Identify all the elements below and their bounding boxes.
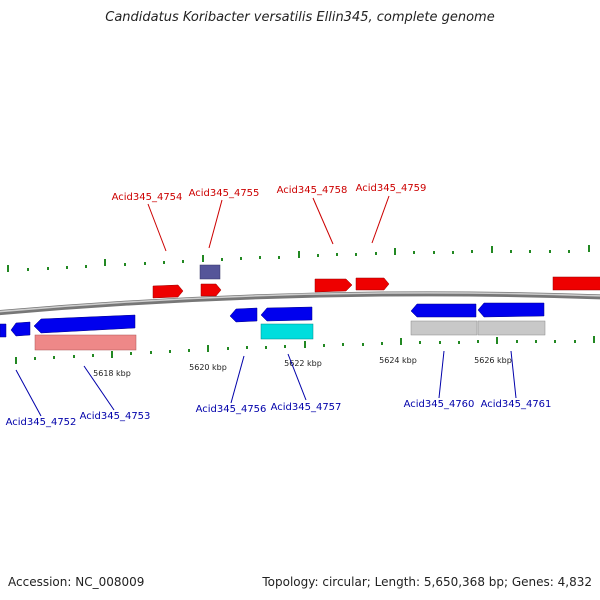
gene-acid345-4754[interactable] — [152, 284, 184, 299]
gene-acid345-4753[interactable] — [33, 314, 136, 334]
axis-tick-label: 5626 kbp — [474, 356, 512, 365]
gene-label-acid345-4752[interactable]: Acid345_4752 — [6, 417, 77, 428]
gene-label-acid345-4753[interactable]: Acid345_4753 — [80, 411, 151, 422]
gene-label-acid345-4759[interactable]: Acid345_4759 — [356, 183, 427, 194]
feature-acid345-4755-purple[interactable] — [199, 264, 221, 280]
gene-label-acid345-4758[interactable]: Acid345_4758 — [277, 185, 348, 196]
genome-backbone — [0, 291, 600, 316]
leader-line-4759 — [371, 195, 390, 244]
leader-line-4758 — [312, 197, 334, 245]
axis-tick-label: 5624 kbp — [379, 356, 417, 365]
gene-left-edge[interactable] — [0, 323, 7, 338]
gene-acid345-4756[interactable] — [229, 307, 258, 323]
gene-label-acid345-4754[interactable]: Acid345_4754 — [112, 192, 183, 203]
accession-text: Accession: NC_008009 — [8, 575, 145, 589]
top-leader-lines — [147, 195, 390, 252]
feature-acid345-4753-pink[interactable] — [34, 334, 137, 351]
gene-acid345-4755[interactable] — [200, 283, 222, 297]
leader-line-4757 — [287, 353, 307, 401]
bottom-leader-lines — [15, 350, 517, 417]
feature-acid345-4761-grey[interactable] — [477, 320, 546, 336]
axis-tick-label: 5620 kbp — [189, 363, 227, 372]
genome-backbone-highlight — [0, 292, 600, 313]
upper-tick-row — [7, 245, 590, 272]
lower-tick-row — [15, 336, 595, 364]
gene-acid345-4757[interactable] — [260, 306, 313, 322]
gene-label-acid345-4757[interactable]: Acid345_4757 — [271, 402, 342, 413]
leader-line-4760 — [438, 350, 445, 399]
gene-acid345-4752[interactable] — [10, 321, 31, 337]
leader-line-4754 — [147, 203, 167, 252]
gene-acid345-4760[interactable] — [410, 303, 477, 318]
feature-acid345-4760-grey[interactable] — [410, 320, 478, 336]
genome-summary-text: Topology: circular; Length: 5,650,368 bp… — [262, 575, 592, 589]
axis-tick-label: 5618 kbp — [93, 369, 131, 378]
feature-acid345-4757-cyan[interactable] — [260, 323, 314, 340]
genome-title: Candidatus Koribacter versatilis Ellin34… — [105, 10, 495, 25]
gene-label-acid345-4755[interactable]: Acid345_4755 — [189, 188, 260, 199]
leader-line-4756 — [230, 355, 245, 404]
leader-line-4761 — [510, 350, 517, 399]
gene-offscreen-right[interactable] — [552, 276, 600, 291]
leader-line-4753 — [83, 365, 115, 411]
gene-label-acid345-4761[interactable]: Acid345_4761 — [481, 399, 552, 410]
leader-line-4755 — [208, 199, 223, 249]
leader-line-4752 — [15, 369, 42, 417]
gene-acid345-4759[interactable] — [355, 277, 390, 291]
gene-label-acid345-4760[interactable]: Acid345_4760 — [404, 399, 475, 410]
gene-acid345-4758[interactable] — [314, 278, 353, 293]
gene-acid345-4761[interactable] — [477, 302, 545, 318]
axis-tick-label: 5622 kbp — [284, 359, 322, 368]
gene-label-acid345-4756[interactable]: Acid345_4756 — [196, 404, 267, 415]
